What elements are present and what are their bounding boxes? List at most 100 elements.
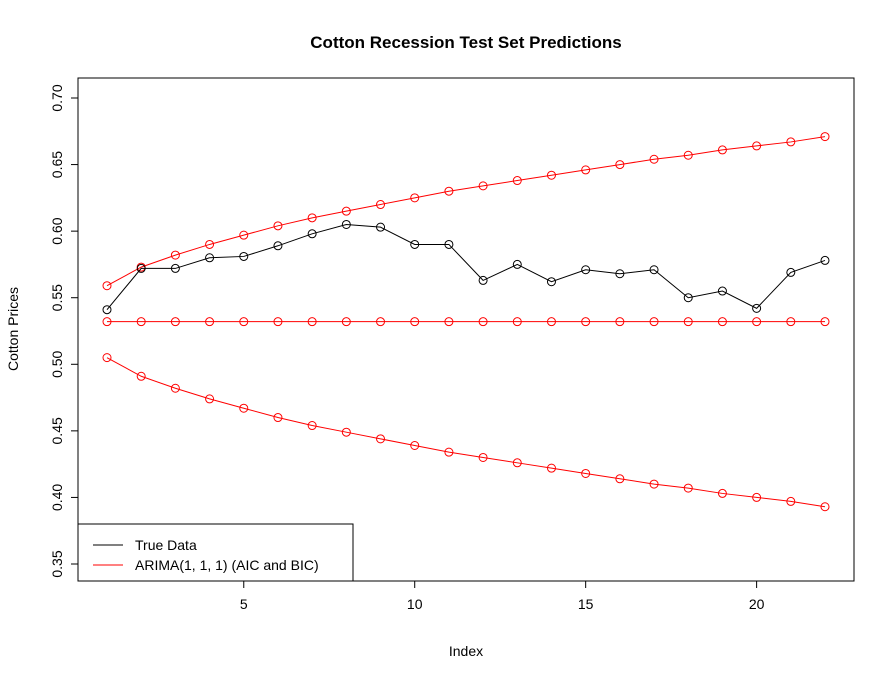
data-point bbox=[170, 317, 180, 327]
data-point bbox=[307, 421, 317, 431]
data-point bbox=[786, 267, 796, 277]
data-point bbox=[546, 170, 556, 180]
legend-box bbox=[77, 523, 354, 582]
data-point bbox=[273, 317, 283, 327]
x-tick-label: 20 bbox=[749, 596, 765, 612]
data-point bbox=[752, 317, 762, 327]
y-tick-label: 0.55 bbox=[49, 284, 65, 311]
data-point bbox=[820, 317, 830, 327]
data-point bbox=[205, 394, 215, 404]
data-point bbox=[102, 353, 112, 363]
data-point bbox=[717, 145, 727, 155]
y-tick-label: 0.35 bbox=[49, 550, 65, 577]
data-point bbox=[239, 317, 249, 327]
y-axis-label: Cotton Prices bbox=[5, 287, 21, 371]
y-tick-label: 0.40 bbox=[49, 484, 65, 511]
data-point bbox=[820, 255, 830, 265]
x-axis: 5 10 15 20 bbox=[240, 580, 765, 612]
data-point bbox=[376, 317, 386, 327]
data-point bbox=[581, 468, 591, 478]
data-point bbox=[376, 200, 386, 210]
series-line bbox=[106, 223, 826, 311]
data-point bbox=[136, 263, 146, 273]
data-point bbox=[136, 371, 146, 381]
series-1 bbox=[102, 317, 830, 327]
data-point bbox=[410, 193, 420, 203]
data-point bbox=[615, 317, 625, 327]
data-point bbox=[444, 317, 454, 327]
data-point bbox=[683, 483, 693, 493]
data-point bbox=[170, 250, 180, 260]
data-point bbox=[615, 269, 625, 279]
y-tick-label: 0.50 bbox=[49, 350, 65, 377]
x-tick-label: 5 bbox=[240, 596, 248, 612]
plot-frame bbox=[77, 77, 855, 582]
data-point bbox=[615, 474, 625, 484]
data-point bbox=[102, 281, 112, 291]
series-0 bbox=[102, 219, 830, 315]
data-point bbox=[512, 176, 522, 186]
series-line bbox=[106, 136, 826, 287]
data-point bbox=[341, 206, 351, 216]
data-point bbox=[615, 160, 625, 170]
data-point bbox=[752, 141, 762, 151]
data-point bbox=[307, 213, 317, 223]
data-point bbox=[581, 265, 591, 275]
series-2 bbox=[102, 132, 830, 291]
data-point bbox=[444, 186, 454, 196]
data-point bbox=[649, 317, 659, 327]
legend: True Data ARIMA(1, 1, 1) (AIC and BIC) bbox=[77, 523, 354, 582]
x-tick-label: 15 bbox=[578, 596, 594, 612]
chart-title: Cotton Recession Test Set Predictions bbox=[310, 33, 621, 52]
legend-label-true-data: True Data bbox=[135, 537, 197, 553]
y-tick-label: 0.60 bbox=[49, 217, 65, 244]
data-point bbox=[239, 230, 249, 240]
data-point bbox=[273, 241, 283, 251]
data-point bbox=[444, 239, 454, 249]
y-tick-label: 0.70 bbox=[49, 84, 65, 111]
data-point bbox=[273, 413, 283, 423]
data-point bbox=[410, 441, 420, 451]
data-point bbox=[649, 479, 659, 489]
data-point bbox=[341, 219, 351, 229]
legend-label-arima: ARIMA(1, 1, 1) (AIC and BIC) bbox=[135, 557, 319, 573]
data-point bbox=[307, 317, 317, 327]
data-point bbox=[786, 137, 796, 147]
data-point bbox=[478, 275, 488, 285]
data-point bbox=[820, 132, 830, 142]
data-point bbox=[170, 263, 180, 273]
y-tick-label: 0.45 bbox=[49, 417, 65, 444]
data-point bbox=[102, 317, 112, 327]
data-point bbox=[752, 492, 762, 502]
data-point bbox=[376, 434, 386, 444]
data-point bbox=[512, 317, 522, 327]
series-line bbox=[106, 357, 826, 508]
y-axis: 0.35 0.40 0.45 0.50 0.55 0.60 0.65 0.70 bbox=[49, 84, 79, 578]
data-point bbox=[341, 317, 351, 327]
data-point bbox=[683, 150, 693, 160]
series-layer bbox=[102, 132, 830, 512]
data-point bbox=[478, 452, 488, 462]
data-point bbox=[478, 181, 488, 191]
data-point bbox=[136, 317, 146, 327]
data-point bbox=[717, 286, 727, 296]
data-point bbox=[410, 317, 420, 327]
data-point bbox=[581, 317, 591, 327]
data-point bbox=[512, 259, 522, 269]
x-axis-label: Index bbox=[449, 643, 483, 659]
data-point bbox=[478, 317, 488, 327]
data-point bbox=[239, 251, 249, 261]
data-point bbox=[170, 383, 180, 393]
data-point bbox=[717, 317, 727, 327]
data-point bbox=[102, 305, 112, 315]
data-point bbox=[205, 317, 215, 327]
data-point bbox=[546, 317, 556, 327]
data-point bbox=[546, 463, 556, 473]
x-tick-label: 10 bbox=[407, 596, 423, 612]
data-point bbox=[205, 239, 215, 249]
data-point bbox=[410, 239, 420, 249]
data-point bbox=[546, 277, 556, 287]
data-point bbox=[512, 458, 522, 468]
